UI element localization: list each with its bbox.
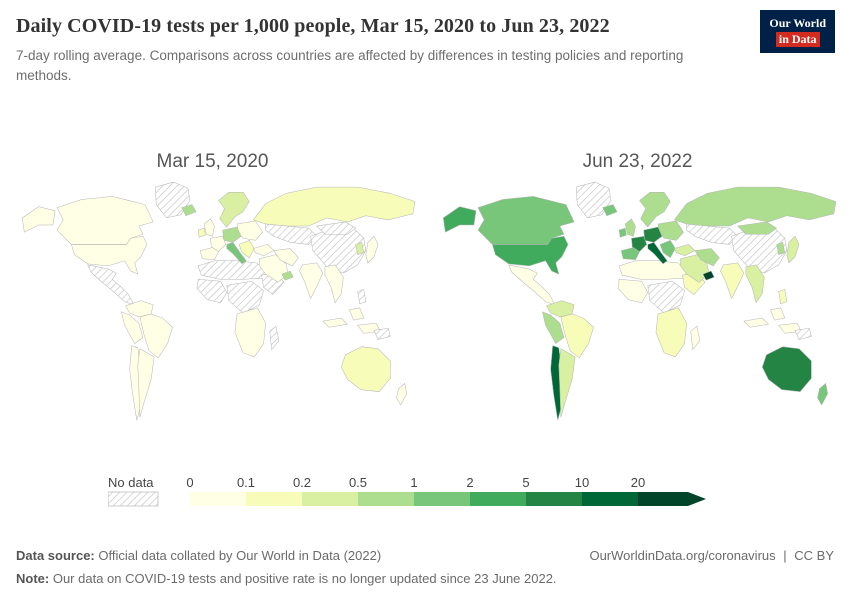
region-alaska[interactable] <box>21 206 56 233</box>
region-ireland[interactable] <box>197 227 206 238</box>
legend-segment-4[interactable] <box>414 491 470 506</box>
region-uk[interactable] <box>203 218 216 237</box>
note-label: Note: <box>16 570 50 586</box>
world-map-jun-23-2022[interactable] <box>431 179 840 435</box>
region-newzealand[interactable] <box>816 383 829 406</box>
region-centralasia[interactable] <box>686 223 739 246</box>
region-westafrica[interactable] <box>617 278 649 304</box>
legend-segment-6[interactable] <box>526 491 582 506</box>
region-centralasia[interactable] <box>265 223 318 246</box>
region-turkey[interactable] <box>252 244 275 257</box>
legend-tick-5: 5 <box>522 475 529 490</box>
region-indonesia[interactable] <box>743 307 802 335</box>
region-northafrica[interactable] <box>197 260 268 280</box>
region-india[interactable] <box>298 262 324 300</box>
legend-segment-0[interactable] <box>190 491 246 506</box>
map-panels <box>0 173 850 435</box>
region-northafrica[interactable] <box>618 260 689 280</box>
data-source: Data source: Official data collated by O… <box>16 546 381 566</box>
region-japan[interactable] <box>786 235 800 264</box>
panel-title-mar-15-2020: Mar 15, 2020 <box>156 151 269 173</box>
legend-color-bar: 0 0.1 0.2 0.5 1 2 5 10 20 <box>186 475 706 506</box>
data-source-label: Data source: <box>16 548 95 563</box>
legend-tick-20: 20 <box>631 475 645 490</box>
legend-segment-8[interactable] <box>638 491 706 506</box>
region-madagascar[interactable] <box>269 325 280 351</box>
world-map-mar-15-2020[interactable] <box>10 179 419 435</box>
region-centralafrica[interactable] <box>647 280 686 314</box>
region-easterneurope[interactable] <box>657 220 685 241</box>
legend-tick-0.2: 0.2 <box>293 475 311 490</box>
legend-tick-10: 10 <box>575 475 589 490</box>
region-westafrica[interactable] <box>196 278 228 304</box>
region-madagascar[interactable] <box>690 325 701 351</box>
no-data-label: No data <box>108 475 154 490</box>
note-text: Our data on COVID-19 tests and positive … <box>52 570 557 586</box>
legend-tick-0: 0 <box>186 475 193 490</box>
region-scandinavia[interactable] <box>639 191 671 228</box>
footer-row-2: Note: Our data on COVID-19 tests and pos… <box>16 569 834 589</box>
region-india[interactable] <box>719 262 745 300</box>
chart-subtitle: 7-day rolling average. Comparisons acros… <box>16 48 684 83</box>
region-argentina[interactable] <box>137 348 155 418</box>
region-russia[interactable] <box>673 186 837 227</box>
region-southernafrica[interactable] <box>234 307 267 358</box>
region-argentina[interactable] <box>558 348 576 418</box>
region-australia[interactable] <box>340 346 391 393</box>
legend-segment-2[interactable] <box>302 491 358 506</box>
region-indonesia[interactable] <box>322 307 381 335</box>
region-mexico[interactable] <box>87 264 135 306</box>
owid-logo-line2: in Data <box>775 31 820 48</box>
region-uk[interactable] <box>624 218 637 237</box>
region-australia[interactable] <box>761 346 812 393</box>
license-label: CC BY <box>794 548 834 563</box>
region-centralafrica[interactable] <box>226 280 265 314</box>
region-mexico[interactable] <box>508 264 556 306</box>
owid-logo[interactable]: Our World in Data <box>760 10 835 54</box>
region-turkey[interactable] <box>673 244 696 257</box>
region-russia[interactable] <box>252 186 416 227</box>
region-southernafrica[interactable] <box>655 307 688 358</box>
region-png[interactable] <box>373 327 391 341</box>
legend-tick-1: 1 <box>410 475 417 490</box>
legend-tick-0.5: 0.5 <box>349 475 367 490</box>
legend-segment-3[interactable] <box>358 491 414 506</box>
legend: No data 0 0.1 0.2 0.5 1 2 5 10 20 <box>0 475 850 509</box>
panel-title-jun-23-2022: Jun 23, 2022 <box>582 151 693 173</box>
attribution: OurWorldinData.org/coronavirus | CC BY <box>589 546 834 566</box>
region-ireland[interactable] <box>618 227 627 238</box>
region-philippines[interactable] <box>778 289 788 305</box>
chart-header: Daily COVID-19 tests per 1,000 people, M… <box>0 0 850 85</box>
chart-title: Daily COVID-19 tests per 1,000 people, M… <box>16 15 610 37</box>
attribution-separator: | <box>783 548 787 563</box>
legend-segment-1[interactable] <box>246 491 302 506</box>
legend-segment-5[interactable] <box>470 491 526 506</box>
region-philippines[interactable] <box>357 289 367 305</box>
region-japan[interactable] <box>365 235 379 264</box>
legend-segment-7[interactable] <box>582 491 638 506</box>
owid-coronavirus-link[interactable]: OurWorldinData.org/coronavirus <box>589 548 776 563</box>
panel-titles: Mar 15, 2020 Jun 23, 2022 <box>0 151 850 173</box>
region-newzealand[interactable] <box>395 383 408 406</box>
no-data-legend[interactable]: No data <box>108 475 168 509</box>
legend-tick-0.1: 0.1 <box>237 475 255 490</box>
owid-logo-line1: Our World <box>769 16 826 30</box>
region-alaska[interactable] <box>442 206 477 233</box>
footer: Data source: Official data collated by O… <box>0 535 850 600</box>
data-source-text: Official data collated by Our World in D… <box>98 548 382 563</box>
region-scandinavia[interactable] <box>218 191 250 228</box>
legend-tick-2: 2 <box>466 475 473 490</box>
no-data-swatch[interactable] <box>108 491 159 507</box>
footer-row-1: Data source: Official data collated by O… <box>16 546 834 566</box>
region-easterneurope[interactable] <box>236 220 264 241</box>
note: Note: Our data on COVID-19 tests and pos… <box>16 569 557 589</box>
region-png[interactable] <box>794 327 812 341</box>
